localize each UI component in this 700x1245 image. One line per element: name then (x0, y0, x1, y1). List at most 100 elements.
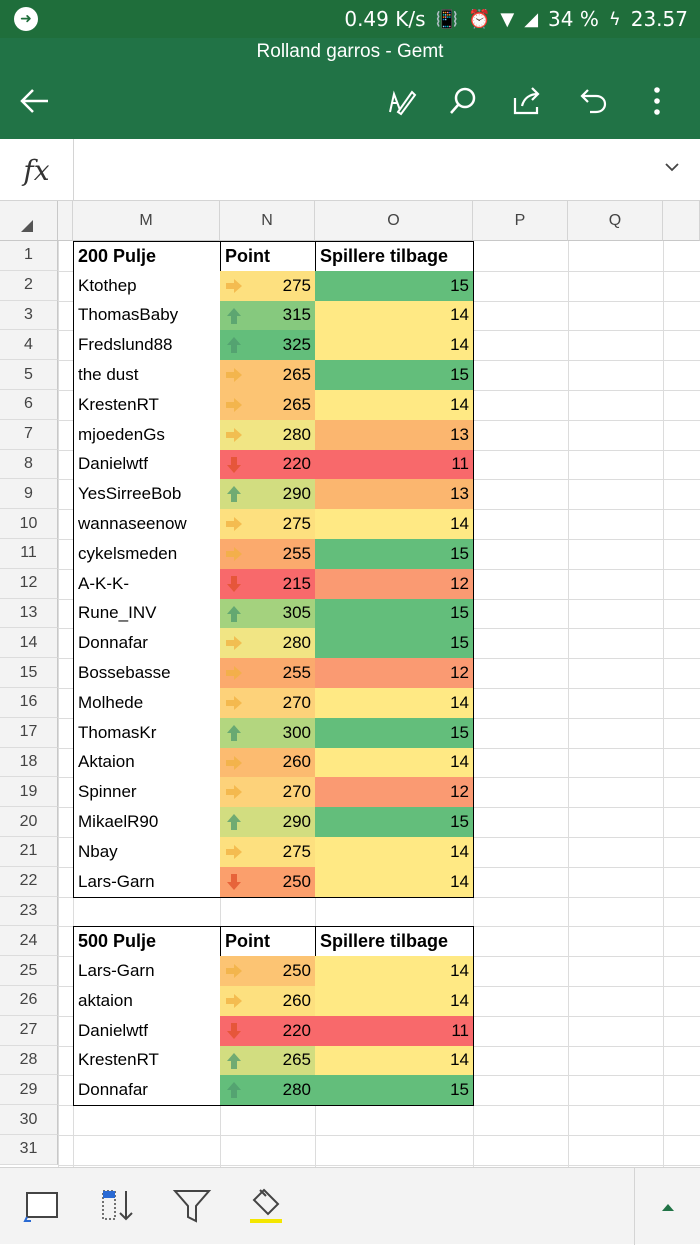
expand-ribbon-button[interactable] (634, 1168, 700, 1245)
point-cell[interactable]: 215 (220, 568, 316, 600)
row-header-30[interactable]: 30 (0, 1105, 58, 1135)
players-left-cell[interactable]: 15 (315, 360, 474, 391)
players-left-cell[interactable]: 11 (315, 449, 474, 481)
spreadsheet-grid[interactable]: M N O P Q 1 2 3 4 5 6 7 8 9 10 11 12 13 14 15 16 17 18 19 20 21 22… (0, 201, 700, 1167)
players-left-cell[interactable]: 14 (315, 956, 474, 987)
point-cell[interactable]: 315 (220, 300, 316, 332)
row-header-21[interactable]: 21 (0, 837, 58, 867)
row-header-16[interactable]: 16 (0, 688, 58, 718)
table-header-cell[interactable]: Spillere tilbage (315, 241, 474, 272)
point-cell[interactable]: 255 (220, 539, 316, 570)
row-header-22[interactable]: 22 (0, 866, 58, 897)
players-left-cell[interactable]: 15 (315, 1075, 474, 1107)
point-cell[interactable]: 220 (220, 449, 316, 481)
player-name-cell[interactable]: Donnafar (73, 628, 221, 660)
player-name-cell[interactable]: Danielwtf (73, 1015, 221, 1047)
edit-pen-icon[interactable] (384, 84, 420, 120)
point-cell[interactable]: 220 (220, 1015, 316, 1047)
row-header-2[interactable]: 2 (0, 270, 58, 301)
table-header-cell[interactable]: Point (220, 241, 316, 272)
player-name-cell[interactable]: Lars-Garn (73, 956, 221, 987)
point-cell[interactable]: 280 (220, 1075, 316, 1107)
point-cell[interactable]: 265 (220, 1045, 316, 1077)
player-name-cell[interactable]: Ktothep (73, 270, 221, 302)
player-name-cell[interactable]: KrestenRT (73, 390, 221, 421)
point-cell[interactable]: 280 (220, 419, 316, 451)
player-name-cell[interactable]: Aktaion (73, 747, 221, 779)
player-name-cell[interactable]: Lars-Garn (73, 866, 221, 898)
player-name-cell[interactable]: ThomasBaby (73, 300, 221, 332)
row-header-5[interactable]: 5 (0, 360, 58, 390)
table-header-cell[interactable]: Spillere tilbage (315, 926, 474, 958)
column-header-m[interactable]: M (73, 201, 220, 241)
players-left-cell[interactable]: 14 (315, 837, 474, 868)
player-name-cell[interactable]: Donnafar (73, 1075, 221, 1107)
column-header-q[interactable]: Q (568, 201, 663, 241)
row-header-29[interactable]: 29 (0, 1075, 58, 1106)
row-header-23[interactable]: 23 (0, 896, 58, 927)
column-header-n[interactable]: N (220, 201, 315, 241)
table-header-cell[interactable]: Point (220, 926, 316, 958)
players-left-cell[interactable]: 14 (315, 986, 474, 1017)
player-name-cell[interactable]: Spinner (73, 777, 221, 809)
point-cell[interactable]: 305 (220, 598, 316, 630)
share-icon[interactable] (510, 84, 546, 120)
row-header-31[interactable]: 31 (0, 1135, 58, 1165)
row-header-3[interactable]: 3 (0, 300, 58, 331)
players-left-cell[interactable]: 13 (315, 479, 474, 511)
column-header-partial[interactable] (663, 201, 700, 241)
player-name-cell[interactable]: A-K-K- (73, 568, 221, 600)
row-header-6[interactable]: 6 (0, 390, 58, 420)
row-header-18[interactable]: 18 (0, 747, 58, 778)
table-header-cell[interactable]: 200 Pulje (73, 241, 221, 272)
point-cell[interactable]: 280 (220, 628, 316, 660)
more-options-icon[interactable] (640, 84, 676, 120)
players-left-cell[interactable]: 13 (315, 419, 474, 451)
freeze-panes-icon[interactable] (22, 1186, 62, 1226)
row-header-26[interactable]: 26 (0, 986, 58, 1016)
row-header-7[interactable]: 7 (0, 419, 58, 450)
point-cell[interactable]: 250 (220, 866, 316, 898)
column-header-o[interactable]: O (315, 201, 473, 241)
player-name-cell[interactable]: ThomasKr (73, 717, 221, 749)
row-header-12[interactable]: 12 (0, 568, 58, 599)
table-header-cell[interactable]: 500 Pulje (73, 926, 221, 958)
row-header-20[interactable]: 20 (0, 807, 58, 837)
player-name-cell[interactable]: wannaseenow (73, 509, 221, 540)
point-cell[interactable]: 290 (220, 807, 316, 838)
player-name-cell[interactable]: Danielwtf (73, 449, 221, 481)
player-name-cell[interactable]: cykelsmeden (73, 539, 221, 570)
point-cell[interactable]: 265 (220, 390, 316, 421)
player-name-cell[interactable]: aktaion (73, 986, 221, 1017)
player-name-cell[interactable]: Rune_INV (73, 598, 221, 630)
players-left-cell[interactable]: 14 (315, 747, 474, 779)
point-cell[interactable]: 270 (220, 688, 316, 719)
point-cell[interactable]: 275 (220, 837, 316, 868)
filter-icon[interactable] (172, 1186, 212, 1226)
player-name-cell[interactable]: the dust (73, 360, 221, 391)
players-left-cell[interactable]: 15 (315, 539, 474, 570)
player-name-cell[interactable]: Molhede (73, 688, 221, 719)
column-header-partial[interactable] (58, 201, 73, 241)
players-left-cell[interactable]: 14 (315, 688, 474, 719)
point-cell[interactable]: 255 (220, 658, 316, 689)
chevron-down-icon[interactable] (662, 157, 682, 177)
sort-icon[interactable] (98, 1186, 138, 1226)
row-header-15[interactable]: 15 (0, 658, 58, 688)
row-header-1[interactable]: 1 (0, 241, 58, 271)
players-left-cell[interactable]: 11 (315, 1015, 474, 1047)
players-left-cell[interactable]: 12 (315, 777, 474, 809)
players-left-cell[interactable]: 14 (315, 866, 474, 898)
players-left-cell[interactable]: 14 (315, 509, 474, 540)
back-arrow-icon[interactable] (18, 84, 52, 118)
row-header-10[interactable]: 10 (0, 509, 58, 539)
row-header-4[interactable]: 4 (0, 330, 58, 361)
row-header-17[interactable]: 17 (0, 717, 58, 748)
player-name-cell[interactable]: Nbay (73, 837, 221, 868)
row-header-11[interactable]: 11 (0, 539, 58, 569)
point-cell[interactable]: 260 (220, 747, 316, 779)
column-header-p[interactable]: P (473, 201, 568, 241)
point-cell[interactable]: 260 (220, 986, 316, 1017)
row-header-24[interactable]: 24 (0, 926, 58, 957)
players-left-cell[interactable]: 14 (315, 300, 474, 332)
